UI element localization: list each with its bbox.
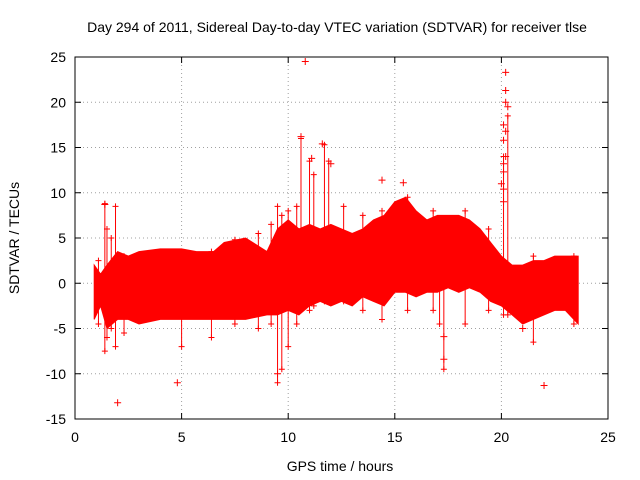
plot-area [93,58,579,407]
y-axis-label: SDTVAR / TECUs [6,182,22,294]
data-point [502,127,510,135]
data-point [293,203,300,327]
y-tick-label: 5 [58,230,66,246]
x-tick-label: 0 [71,429,79,445]
data-point [112,203,119,350]
y-tick-label: 0 [58,275,66,291]
data-point [440,225,447,373]
data-point [504,103,512,111]
data-point [404,194,411,314]
data-band [93,196,579,330]
data-point [318,140,326,148]
data-point [500,168,508,176]
data-point [570,253,577,327]
y-tick-label: 25 [50,49,66,65]
data-point [297,133,305,141]
data-point [519,325,527,332]
data-point [378,176,386,184]
data-point [504,112,511,318]
data-point [500,136,508,144]
data-point [231,236,238,327]
data-point [208,248,215,341]
data-point [306,158,313,314]
data-point [500,185,508,193]
y-tick-label: 15 [50,140,66,156]
data-point [285,207,292,350]
data-point [321,141,328,305]
data-point [502,86,510,94]
data-point [497,180,505,188]
data-point [502,98,510,106]
data-point [502,153,510,161]
data-point [274,370,282,378]
chart-title: Day 294 of 2011, Sidereal Day-to-day VTE… [87,19,587,35]
data-point [500,198,508,206]
data-point [502,68,510,76]
axes: -15 -10 -5 0 5 10 15 20 25 0 5 10 15 20 25 [46,49,616,445]
y-tick-label: -15 [46,411,66,427]
x-tick-label: 15 [387,429,403,445]
data-point [101,201,109,209]
y-tick-label: 10 [50,185,66,201]
y-tick-label: -5 [54,321,67,337]
data-point [327,160,335,168]
data-point [95,257,102,327]
y-tick-label: -10 [46,366,66,382]
data-point [308,154,316,162]
data-point [268,221,275,327]
x-tick-label: 20 [494,429,510,445]
data-point [485,225,492,314]
data-point [310,171,317,309]
data-point [121,253,128,337]
data-point [500,121,508,129]
data-point [274,203,281,386]
data-point [399,179,407,187]
data-point [255,230,262,332]
data-point [440,333,448,341]
data-point [114,399,122,407]
data-point [340,203,347,305]
y-tick-label: 20 [50,94,66,110]
data-point [462,207,469,327]
data-point [530,253,537,346]
data-point [440,355,448,363]
data-point [173,379,181,387]
x-axis-label: GPS time / hours [287,458,394,474]
data-point [178,262,185,350]
x-tick-label: 25 [600,429,616,445]
data-point [325,158,332,305]
data-point [379,207,386,323]
data-point [359,212,366,314]
x-tick-label: 5 [178,429,186,445]
x-tick-label: 10 [280,429,296,445]
data-point [500,160,508,168]
data-point [278,212,285,373]
data-point [436,216,443,327]
grid-lines [75,57,608,419]
data-point [108,235,115,332]
data-point [540,382,548,390]
data-point [103,225,110,341]
data-point [301,58,309,66]
data-point [430,207,437,314]
